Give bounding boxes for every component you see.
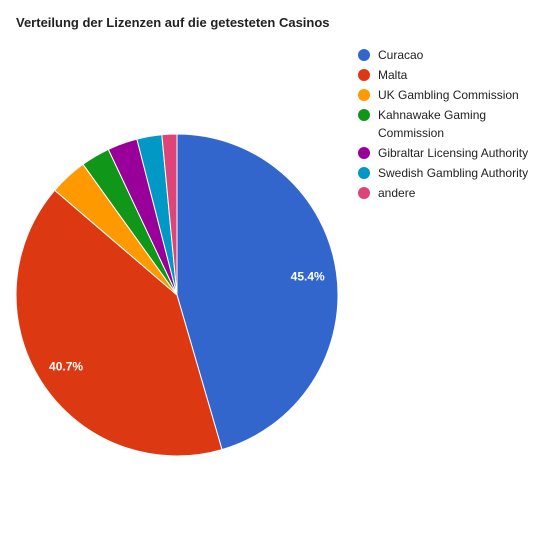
pie-slice-6 — [161, 133, 178, 296]
legend-label: UK Gambling Commission — [378, 88, 519, 102]
legend-swatch-icon — [358, 167, 370, 179]
legend-item-2[interactable]: UK Gambling Commission — [358, 86, 540, 104]
legend-item-6[interactable]: andere — [358, 184, 540, 202]
legend-label: Malta — [378, 68, 408, 82]
legend-item-4[interactable]: Gibraltar Licensing Authority — [358, 144, 540, 162]
legend-label: Kahnawake Gaming Commission — [378, 108, 487, 140]
slice-label-1: 40.7% — [49, 360, 83, 374]
legend-swatch-icon — [358, 147, 370, 159]
pie-slice-1 — [15, 189, 223, 457]
legend-label: Gibraltar Licensing Authority — [378, 146, 529, 160]
legend-swatch-icon — [358, 109, 370, 121]
legend-swatch-icon — [358, 89, 370, 101]
chart-title: Verteilung der Lizenzen auf die getestet… — [16, 15, 330, 30]
legend-item-5[interactable]: Swedish Gambling Authority — [358, 164, 540, 182]
legend-swatch-icon — [358, 49, 370, 61]
legend-item-3[interactable]: Kahnawake Gaming Commission — [358, 106, 540, 142]
legend-item-1[interactable]: Malta — [358, 66, 540, 84]
pie-slice-0 — [176, 133, 339, 451]
legend-item-0[interactable]: Curacao — [358, 46, 540, 64]
legend-label: Curacao — [378, 48, 424, 62]
legend-label: andere — [378, 186, 416, 200]
legend-label: Swedish Gambling Authority — [378, 166, 529, 180]
legend: Curacao Malta UK Gambling Commission Kahnaw… — [358, 46, 540, 204]
legend-swatch-icon — [358, 187, 370, 199]
legend-swatch-icon — [358, 69, 370, 81]
slice-label-0: 45.4% — [291, 269, 325, 283]
